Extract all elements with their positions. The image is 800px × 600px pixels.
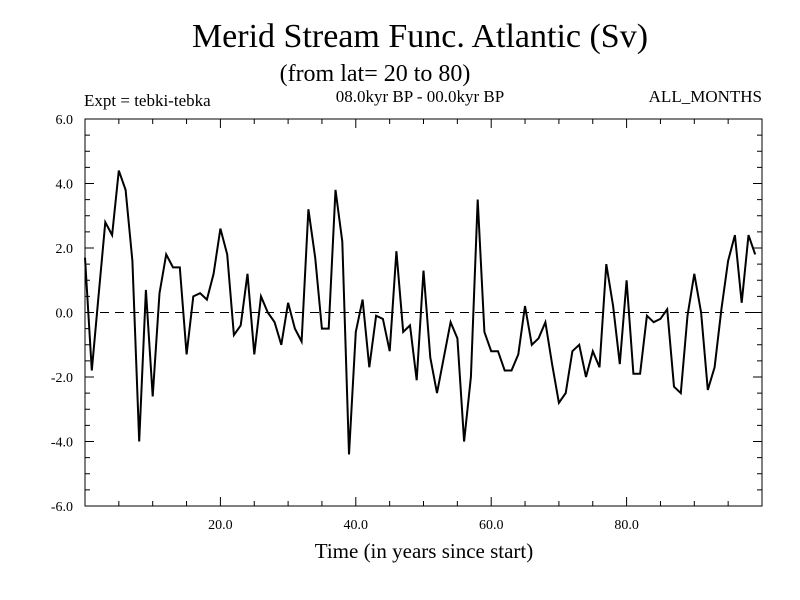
y-tick-label: -6.0 [51,500,73,515]
y-tick-label: -2.0 [51,371,73,386]
y-tick-label: 4.0 [56,178,74,193]
y-tick-label: -4.0 [51,436,73,451]
x-tick-label: 40.0 [344,518,369,533]
chart-title: Merid Stream Func. Atlantic (Sv) [191,18,649,55]
y-tick-label: 0.0 [56,307,74,322]
chart-subtitle: (from lat= 20 to 80) [279,61,471,87]
period-label: 08.0kyr BP - 00.0kyr BP [335,87,505,106]
experiment-label: Expt = tebki-tebka [84,91,211,110]
series-line [84,170,757,455]
x-tick-label: 20.0 [208,518,233,533]
x-tick-label: 80.0 [614,518,639,533]
months-label: ALL_MONTHS [648,87,762,106]
y-tick-label: 6.0 [56,113,74,128]
x-axis-label: Time (in years since start) [314,539,534,563]
x-tick-label: 60.0 [479,518,504,533]
y-tick-label: 2.0 [56,242,74,257]
